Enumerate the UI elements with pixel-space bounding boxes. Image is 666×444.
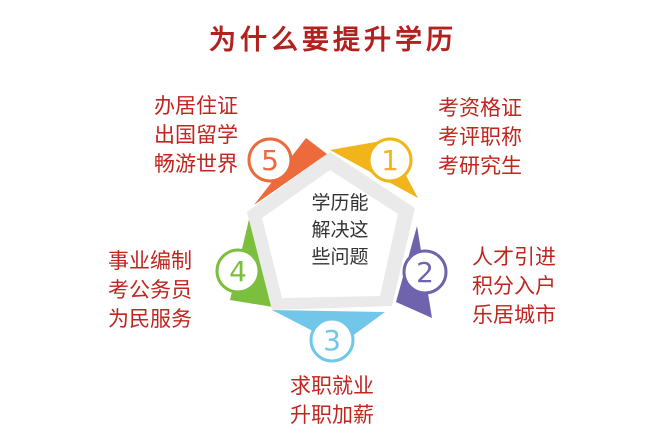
badge-1-number: 1	[381, 144, 399, 177]
item-1-line-3: 考研究生	[438, 154, 522, 178]
item-4-line-3: 为民服务	[108, 307, 192, 331]
item-2-label: 人才引进 积分入户 乐居城市	[472, 243, 556, 330]
badge-3-number: 3	[323, 324, 341, 357]
badge-1-circle	[367, 137, 413, 183]
item-1-line-2: 考评职称	[438, 125, 522, 149]
badge-5: 5	[247, 137, 293, 183]
badge-4-circle	[215, 248, 261, 294]
item-2-line-2: 积分入户	[472, 274, 556, 298]
badge-2-circle	[402, 249, 448, 295]
item-3-line-2: 升职加薪	[290, 403, 374, 427]
item-4-line-2: 考公务员	[108, 278, 192, 302]
center-line-1: 学历能	[311, 192, 369, 214]
item-3-line-1: 求职就业	[290, 374, 374, 398]
badge-1: 1	[367, 137, 413, 183]
item-2-line-3: 乐居城市	[472, 303, 556, 327]
item-5-line-3: 畅游世界	[154, 152, 238, 176]
item-1-line-1: 考资格证	[438, 96, 522, 120]
item-3-label: 求职就业 升职加薪	[262, 372, 402, 430]
item-5-line-1: 办居住证	[154, 94, 238, 118]
badge-2-number: 2	[416, 256, 434, 289]
wedge-5	[254, 138, 327, 205]
item-5-label: 办居住证 出国留学 畅游世界	[138, 92, 238, 179]
item-1-label: 考资格证 考评职称 考研究生	[438, 94, 522, 181]
item-2-line-1: 人才引进	[472, 245, 556, 269]
item-5-line-2: 出国留学	[154, 123, 238, 147]
badge-4-number: 4	[229, 255, 247, 288]
badge-4: 4	[215, 248, 261, 294]
diagram-title: 为什么要提升学历	[209, 25, 457, 56]
badge-3: 3	[309, 317, 355, 363]
center-line-3: 些问题	[311, 246, 369, 268]
badge-5-circle	[247, 137, 293, 183]
center-pentagon-inner	[262, 170, 398, 298]
item-4-line-1: 事业编制	[108, 249, 192, 273]
badge-2: 2	[402, 249, 448, 295]
center-line-2: 解决这	[311, 219, 369, 241]
item-4-label: 事业编制 考公务员 为民服务	[92, 247, 192, 334]
badge-3-circle	[309, 317, 355, 363]
center-text: 学历能 解决这 些问题	[290, 190, 390, 271]
badge-5-number: 5	[261, 144, 279, 177]
